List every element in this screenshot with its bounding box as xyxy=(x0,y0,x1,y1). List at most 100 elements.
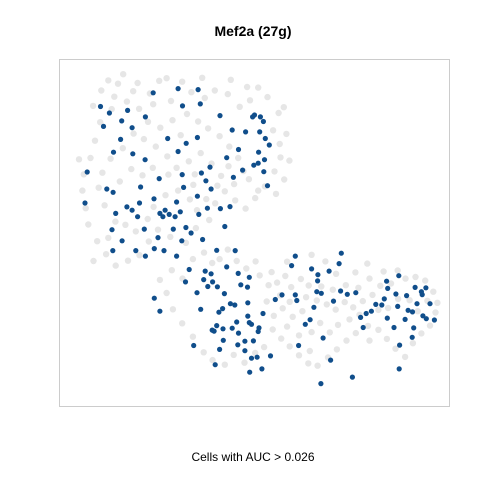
low-auc-point xyxy=(134,79,141,87)
low-auc-point xyxy=(366,275,373,282)
low-auc-point xyxy=(255,84,262,91)
high-auc-point xyxy=(151,196,157,202)
low-auc-point xyxy=(236,103,243,111)
high-auc-point xyxy=(195,87,201,93)
high-auc-point xyxy=(201,277,207,283)
high-auc-point xyxy=(289,263,295,269)
high-auc-point xyxy=(384,315,390,321)
high-auc-point xyxy=(272,296,278,303)
low-auc-point xyxy=(216,255,223,263)
high-auc-point xyxy=(110,149,117,155)
low-auc-point xyxy=(79,187,86,194)
high-auc-point xyxy=(209,327,215,333)
low-auc-point xyxy=(209,356,216,364)
high-auc-point xyxy=(411,325,417,331)
low-auc-point xyxy=(203,195,210,203)
low-auc-point xyxy=(174,187,182,194)
high-auc-point xyxy=(279,292,285,298)
low-auc-point xyxy=(346,316,353,323)
high-auc-point xyxy=(150,90,156,96)
high-auc-point xyxy=(214,323,220,329)
high-auc-point xyxy=(427,301,433,307)
low-auc-point xyxy=(221,188,228,195)
high-auc-point xyxy=(113,210,119,216)
high-auc-point xyxy=(315,278,321,284)
high-auc-point xyxy=(194,134,200,141)
low-auc-point xyxy=(305,360,312,367)
low-auc-point xyxy=(157,124,164,131)
high-auc-point xyxy=(328,357,334,363)
high-auc-point xyxy=(106,110,112,116)
low-auc-point xyxy=(302,294,310,301)
low-auc-point xyxy=(152,143,159,150)
high-auc-point xyxy=(404,293,410,299)
high-auc-point xyxy=(243,129,249,135)
high-auc-point xyxy=(142,253,148,259)
low-auc-point xyxy=(116,178,124,185)
low-auc-point xyxy=(189,333,197,340)
low-auc-point xyxy=(97,119,104,126)
low-auc-point xyxy=(185,158,192,165)
high-auc-point xyxy=(256,149,262,155)
low-auc-point xyxy=(279,305,286,312)
low-auc-point xyxy=(430,288,437,295)
low-auc-point xyxy=(352,269,359,276)
high-auc-point xyxy=(174,199,180,205)
high-auc-point xyxy=(326,268,332,274)
low-auc-point xyxy=(204,125,212,132)
high-auc-point xyxy=(160,214,166,220)
low-auc-point xyxy=(286,298,293,305)
low-auc-point xyxy=(313,297,320,304)
high-auc-point xyxy=(165,135,171,142)
low-auc-point xyxy=(383,335,391,343)
low-auc-point xyxy=(162,192,169,199)
low-auc-point xyxy=(288,283,295,291)
high-auc-point xyxy=(82,200,88,206)
high-auc-point xyxy=(384,278,390,284)
low-auc-point xyxy=(190,181,197,188)
high-auc-point xyxy=(360,324,366,331)
high-auc-point xyxy=(373,301,379,307)
high-auc-point xyxy=(166,211,172,217)
high-auc-point xyxy=(119,118,125,124)
high-auc-point xyxy=(175,148,181,155)
low-auc-point xyxy=(94,238,101,245)
low-auc-point xyxy=(209,259,216,267)
low-auc-point xyxy=(242,205,249,212)
low-auc-point xyxy=(295,332,303,339)
low-auc-point xyxy=(276,140,283,148)
low-auc-point xyxy=(341,298,348,306)
high-auc-point xyxy=(242,348,248,354)
low-auc-point xyxy=(119,145,127,152)
low-auc-point xyxy=(167,97,175,105)
high-auc-point xyxy=(207,164,213,170)
high-auc-point xyxy=(431,317,437,323)
high-auc-point xyxy=(125,107,131,113)
low-auc-point xyxy=(264,93,271,101)
low-auc-point xyxy=(164,153,171,160)
high-auc-point xyxy=(109,227,115,233)
high-auc-point xyxy=(414,301,420,307)
high-auc-point xyxy=(130,151,136,157)
low-auc-point xyxy=(246,97,254,104)
chart-caption: Cells with AUC > 0.026 xyxy=(191,450,314,464)
high-auc-point xyxy=(330,298,337,304)
low-auc-point xyxy=(156,276,164,284)
low-auc-point xyxy=(299,308,306,315)
high-auc-point xyxy=(309,266,315,272)
low-auc-point xyxy=(273,279,281,286)
low-auc-point xyxy=(265,282,272,289)
high-auc-point xyxy=(232,248,238,254)
high-auc-point xyxy=(245,313,251,319)
low-auc-point xyxy=(169,117,176,124)
low-auc-point xyxy=(194,118,202,125)
high-auc-point xyxy=(255,160,261,166)
low-auc-point xyxy=(98,87,105,94)
low-auc-point xyxy=(432,309,439,316)
low-auc-point xyxy=(230,351,237,359)
low-auc-point xyxy=(179,78,186,85)
high-auc-point xyxy=(142,114,148,120)
low-auc-point xyxy=(224,90,231,98)
high-auc-point xyxy=(220,326,226,332)
